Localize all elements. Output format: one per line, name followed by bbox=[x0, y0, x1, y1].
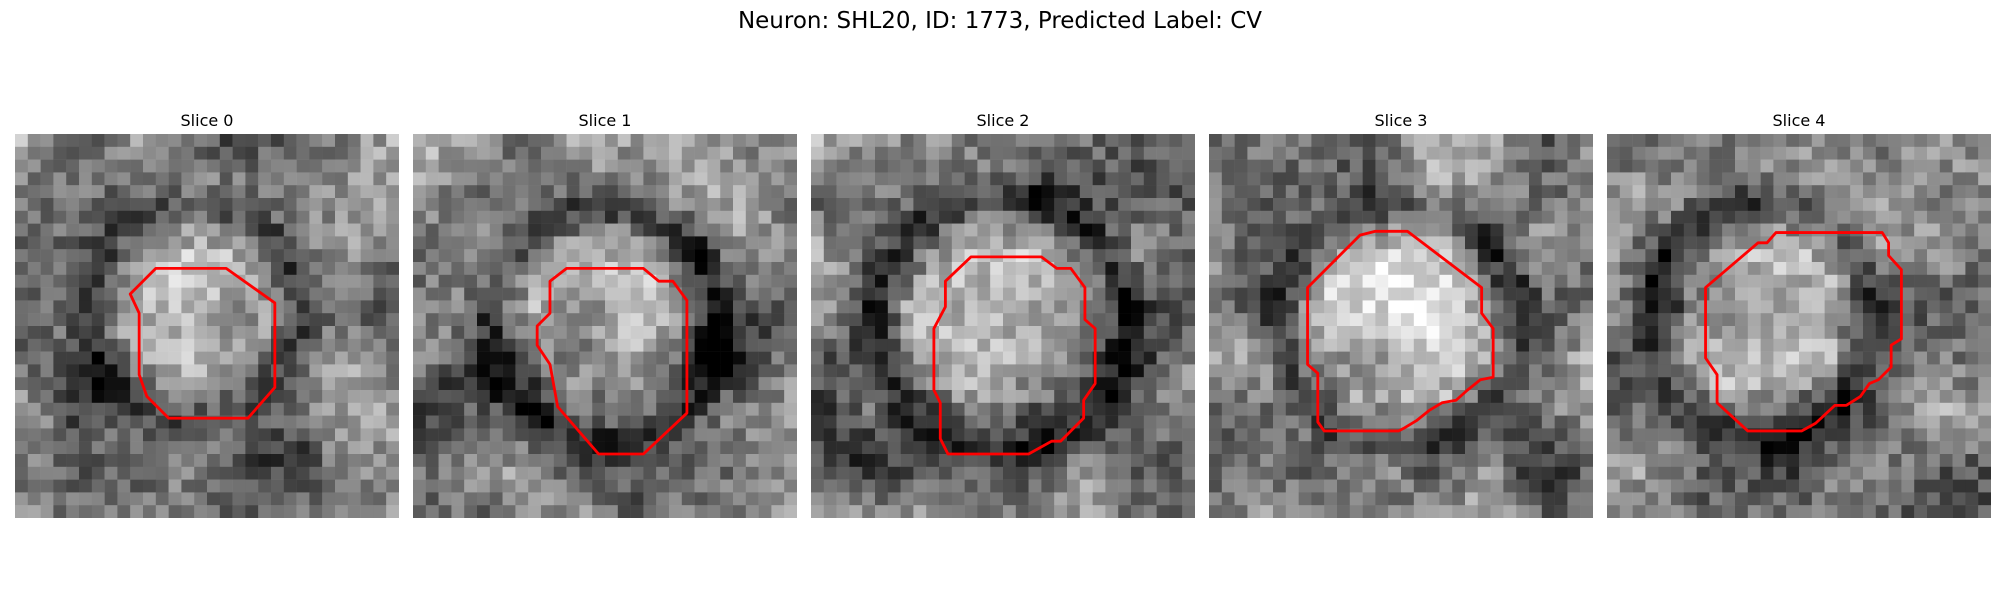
slice-title: Slice 1 bbox=[578, 111, 632, 130]
slice-image bbox=[811, 134, 1195, 518]
slice-panel-1: Slice 1 bbox=[413, 108, 797, 518]
segmentation-contour bbox=[1306, 229, 1495, 433]
slice-panel-3: Slice 3 bbox=[1209, 108, 1593, 518]
slice-image bbox=[1209, 134, 1593, 518]
segmentation-contour bbox=[932, 255, 1097, 456]
slice-panel-0: Slice 0 bbox=[15, 108, 399, 518]
slice-title: Slice 0 bbox=[180, 111, 234, 130]
slice-title: Slice 4 bbox=[1772, 111, 1826, 130]
segmentation-contour bbox=[128, 266, 277, 420]
figure-title: Neuron: SHL20, ID: 1773, Predicted Label… bbox=[737, 8, 1263, 34]
slice-image bbox=[1607, 134, 1991, 518]
slice-title: Slice 3 bbox=[1374, 111, 1428, 130]
slice-image bbox=[15, 134, 399, 518]
segmentation-contour bbox=[1704, 231, 1903, 433]
slice-title: Slice 2 bbox=[976, 111, 1030, 130]
slice-panel-4: Slice 4 bbox=[1607, 108, 1991, 518]
slice-panel-2: Slice 2 bbox=[811, 108, 1195, 518]
slice-image bbox=[413, 134, 797, 518]
segmentation-contour bbox=[535, 266, 689, 456]
